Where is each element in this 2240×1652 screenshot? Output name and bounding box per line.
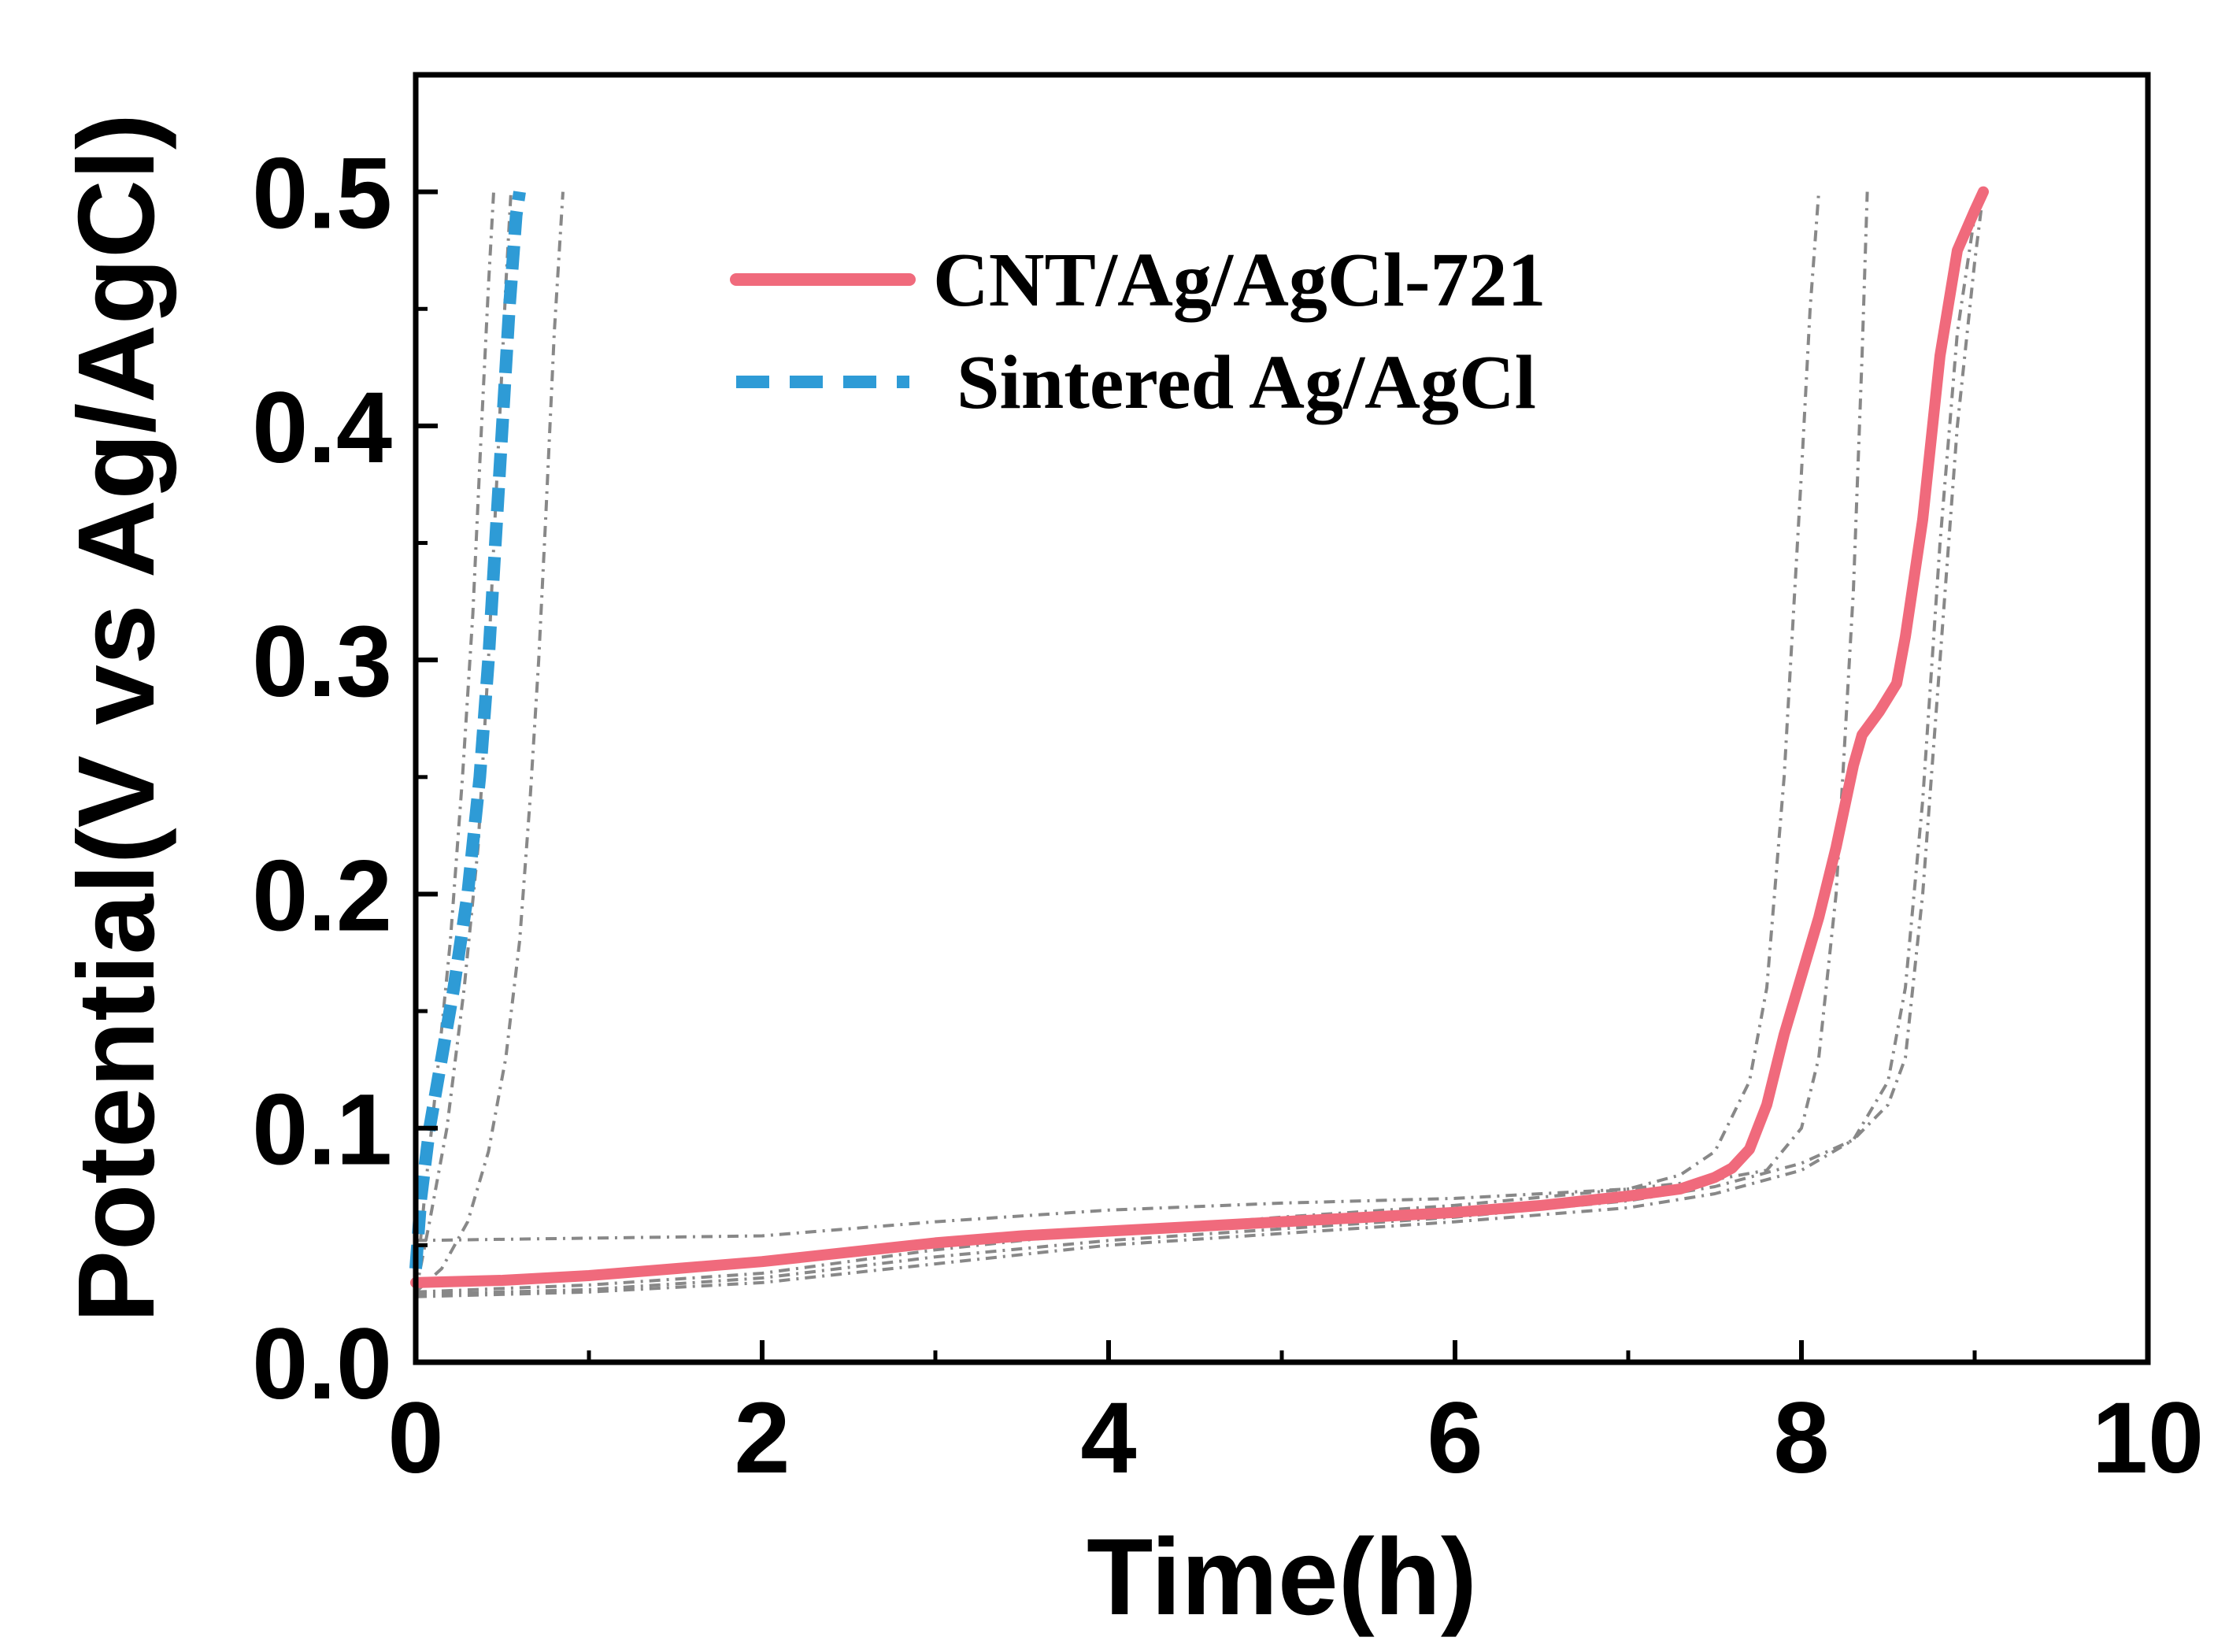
y-tick-label: 0.4 bbox=[252, 372, 392, 484]
y-tick-label: 0.5 bbox=[252, 138, 392, 250]
x-tick-label: 6 bbox=[1427, 1382, 1483, 1495]
series-line-1 bbox=[409, 191, 526, 1269]
y-tick-label: 0.3 bbox=[252, 606, 392, 718]
x-tick-label: 10 bbox=[2092, 1382, 2204, 1495]
legend-label-sintered: Sintered Ag/AgCl bbox=[957, 340, 1536, 425]
series-line-3 bbox=[415, 191, 1869, 1243]
x-tick-label: 2 bbox=[734, 1382, 790, 1495]
legend-label-cnt: CNT/Ag/AgCl-721 bbox=[933, 238, 1546, 323]
series-line-8 bbox=[414, 191, 565, 1294]
series-line-0 bbox=[410, 186, 1989, 1288]
x-tick-label: 0 bbox=[387, 1382, 443, 1495]
y-tick-label: 0.0 bbox=[252, 1308, 392, 1420]
series-line-2 bbox=[415, 191, 1820, 1294]
x-tick-label: 8 bbox=[1773, 1382, 1829, 1495]
x-tick-label: 4 bbox=[1080, 1382, 1136, 1495]
series-line-4 bbox=[415, 215, 1976, 1298]
legend: CNT/Ag/AgCl-721 Sintered Ag/AgCl bbox=[730, 238, 1546, 425]
y-tick-label: 0.2 bbox=[252, 839, 392, 952]
axis-layer: 0 2 4 6 8 10 0.0 0.1 0.2 0.3 0.4 0.5 bbox=[252, 72, 2204, 1495]
x-axis-title: Time(h) bbox=[1087, 1517, 1477, 1638]
y-tick-label: 0.1 bbox=[252, 1074, 392, 1187]
y-axis-title: Potential(V vs Ag/AgCl) bbox=[56, 113, 177, 1323]
